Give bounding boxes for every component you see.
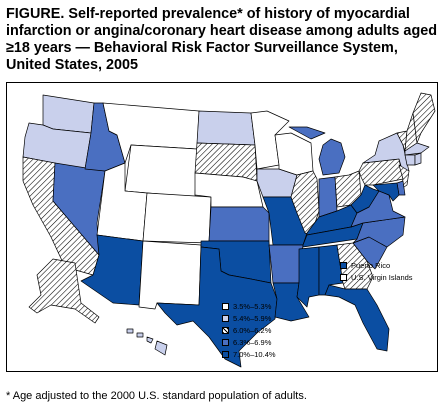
state-MD xyxy=(372,182,400,202)
figure-title: FIGURE. Self-reported prevalence* of his… xyxy=(6,6,438,73)
state-HI xyxy=(126,328,168,356)
legend-item-class-4: 6.3%–6.9% xyxy=(222,337,276,348)
prevalence-legend: 3.5%–5.3% 5.4%–5.9% 6.0%–6.2% 6.3%–6.9% … xyxy=(222,301,276,361)
legend-swatch xyxy=(222,315,229,322)
legend-swatch xyxy=(222,339,229,346)
state-FL xyxy=(324,284,390,352)
state-AR xyxy=(268,244,304,284)
legend-label: 6.3%–6.9% xyxy=(233,338,272,347)
state-WY xyxy=(124,144,198,198)
map-frame xyxy=(6,82,438,372)
us-choropleth-map xyxy=(22,92,436,368)
legend-label: 6.0%–6.2% xyxy=(233,326,272,335)
state-KS xyxy=(208,206,270,242)
legend-item-class-2: 5.4%–5.9% xyxy=(222,313,276,324)
legend-item-virgin-islands: U.S. Virgin Islands xyxy=(340,272,413,283)
state-WI xyxy=(274,132,314,176)
legend-swatch xyxy=(340,274,347,281)
legend-swatch xyxy=(222,327,229,334)
state-MS xyxy=(296,246,320,308)
state-MI xyxy=(288,126,346,176)
legend-label: 7.0%–10.4% xyxy=(233,350,276,359)
legend-item-class-1: 3.5%–5.3% xyxy=(222,301,276,312)
state-MA xyxy=(404,142,430,156)
state-WA xyxy=(42,94,95,134)
legend-item-class-3: 6.0%–6.2% xyxy=(222,325,276,336)
state-WV xyxy=(350,184,380,214)
state-TX xyxy=(156,246,278,368)
legend-swatch xyxy=(222,351,229,358)
state-IN xyxy=(318,176,338,218)
state-AK xyxy=(28,258,100,324)
legend-label: U.S. Virgin Islands xyxy=(351,273,413,282)
state-CT xyxy=(404,154,416,166)
state-CO xyxy=(142,192,212,244)
legend-item-class-5: 7.0%–10.4% xyxy=(222,349,276,360)
legend-item-puerto-rico: Puerto Rico xyxy=(340,260,413,271)
footnote: * Age adjusted to the 2000 U.S. standard… xyxy=(6,390,307,402)
legend-swatch xyxy=(340,262,347,269)
state-ND xyxy=(196,110,256,146)
territory-legend: Puerto Rico U.S. Virgin Islands xyxy=(340,260,413,284)
legend-label: Puerto Rico xyxy=(351,261,391,270)
legend-swatch xyxy=(222,303,229,310)
legend-label: 5.4%–5.9% xyxy=(233,314,272,323)
state-NM xyxy=(138,240,202,310)
state-RI xyxy=(414,152,422,166)
legend-label: 3.5%–5.3% xyxy=(233,302,272,311)
state-ME xyxy=(412,92,436,144)
